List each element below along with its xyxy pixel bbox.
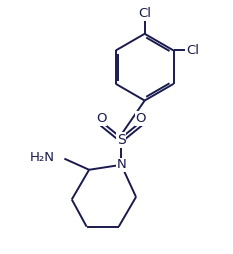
Text: O: O — [136, 112, 146, 125]
Text: Cl: Cl — [138, 7, 151, 20]
Text: O: O — [96, 112, 107, 125]
Text: H₂N: H₂N — [30, 151, 55, 164]
Text: N: N — [116, 158, 126, 171]
Text: S: S — [117, 133, 126, 147]
Text: Cl: Cl — [186, 44, 199, 57]
